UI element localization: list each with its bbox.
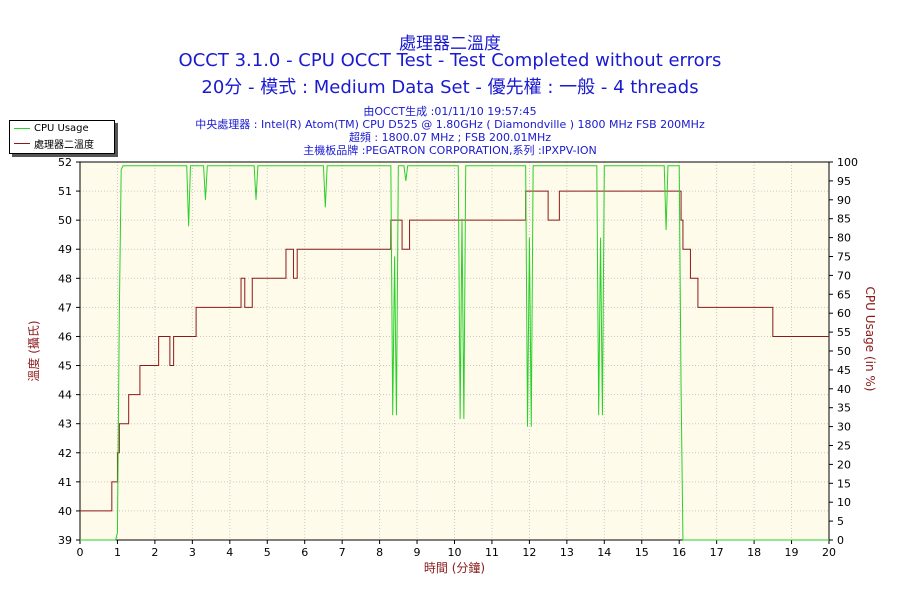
y-left-tick-label: 52 [58,156,72,169]
series-line-cpu-usage [80,165,829,541]
chart-legend: CPU Usage 處理器二溫度 [9,120,115,154]
x-tick-label: 5 [264,546,271,559]
x-tick-label: 7 [339,546,346,559]
y-left-tick-label: 42 [58,447,72,460]
y-right-tick-label: 70 [837,269,851,282]
x-axis-title: 時間 (分鐘) [424,560,485,575]
y-right-tick-label: 100 [837,156,858,169]
y-left-tick-label: 44 [58,389,72,402]
y-right-tick-label: 20 [837,458,851,471]
y-right-tick-label: 5 [837,515,844,528]
legend-label-cpu: CPU Usage [34,123,89,134]
y-left-tick-label: 51 [58,185,72,198]
x-tick-label: 12 [522,546,536,559]
y-right-tick-label: 55 [837,326,851,339]
x-tick-label: 6 [301,546,308,559]
x-tick-label: 16 [672,546,686,559]
x-tick-label: 13 [560,546,574,559]
x-tick-label: 17 [710,546,724,559]
y-left-tick-label: 49 [58,243,72,256]
y-right-tick-label: 75 [837,251,851,264]
x-tick-label: 8 [376,546,383,559]
chart-title: 處理器二溫度 [399,34,501,54]
legend-label-temp: 處理器二溫度 [34,140,94,151]
y-left-tick-label: 39 [58,534,72,547]
y-right-tick-label: 30 [837,421,851,434]
y-right-tick-label: 45 [837,364,851,377]
y-right-tick-label: 90 [837,194,851,207]
y-right-tick-label: 10 [837,496,851,509]
x-tick-label: 11 [485,546,499,559]
x-tick-label: 2 [151,546,158,559]
y-right-tick-label: 80 [837,232,851,245]
chart-subtitle-2: 20分 - 模式 : Medium Data Set - 優先權 : 一般 - … [201,77,699,98]
legend-swatch-cpu [14,128,30,129]
legend-swatch-temp [14,143,30,144]
y-right-tick-label: 95 [837,175,851,188]
clock-info: 超頻 : 1800.07 MHz ; FSB 200.01MHz [348,131,552,144]
x-tick-label: 14 [597,546,611,559]
y-left-axis-title: 溫度 (攝氏) [26,320,41,381]
y-left-tick-label: 40 [58,505,72,518]
legend-item-temperature: 處理器二溫度 [10,136,114,151]
motherboard-info: 主機板品牌 :PEGATRON CORPORATION,系列 :IPXPV-IO… [303,144,597,157]
y-right-tick-label: 35 [837,402,851,415]
generated-info: 由OCCT生成 :01/11/10 19:57:45 [363,105,537,118]
y-right-tick-label: 50 [837,345,851,358]
y-right-tick-label: 60 [837,307,851,320]
x-tick-label: 20 [822,546,836,559]
y-right-tick-label: 65 [837,288,851,301]
y-left-tick-label: 45 [58,360,72,373]
y-left-tick-label: 41 [58,476,72,489]
y-left-tick-label: 50 [58,214,72,227]
chart-subtitle: OCCT 3.1.0 - CPU OCCT Test - Test Comple… [178,50,722,71]
x-tick-label: 3 [189,546,196,559]
y-right-tick-label: 15 [837,477,851,490]
x-tick-label: 10 [448,546,462,559]
legend-item-cpu-usage: CPU Usage [10,121,114,136]
y-left-tick-label: 43 [58,418,72,431]
cpu-info: 中央處理器 : Intel(R) Atom(TM) CPU D525 @ 1.8… [195,118,705,131]
x-tick-label: 15 [635,546,649,559]
x-tick-label: 19 [785,546,799,559]
y-right-tick-label: 40 [837,383,851,396]
x-tick-label: 18 [747,546,761,559]
y-left-tick-label: 48 [58,272,72,285]
y-left-tick-label: 46 [58,330,72,343]
y-left-tick-label: 47 [58,301,72,314]
x-tick-label: 9 [414,546,421,559]
series-line-temperature [80,190,829,512]
y-right-axis-title: CPU Usage (in %) [863,287,877,392]
y-right-tick-label: 85 [837,213,851,226]
x-tick-label: 4 [226,546,233,559]
y-right-tick-label: 0 [837,534,844,547]
x-tick-label: 0 [77,546,84,559]
y-right-tick-label: 25 [837,440,851,453]
x-tick-label: 1 [114,546,121,559]
